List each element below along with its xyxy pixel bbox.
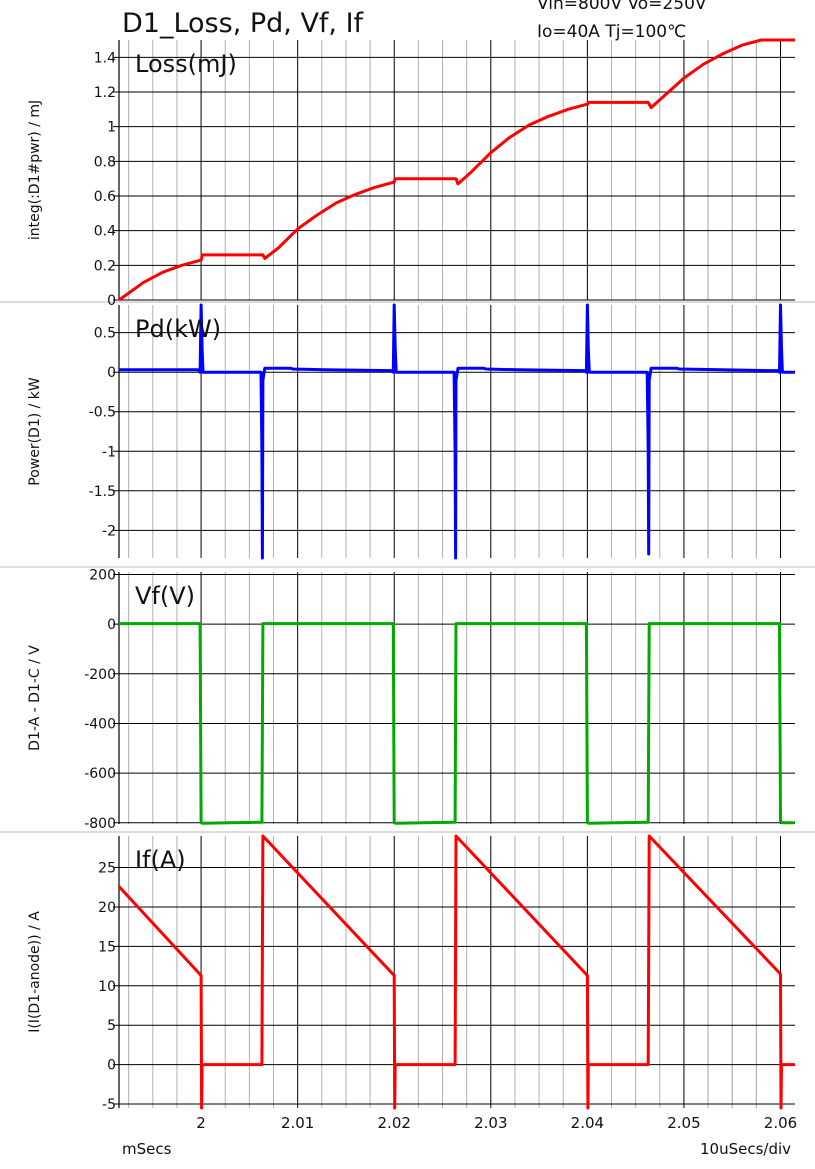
x-tick-label: 2: [196, 1114, 206, 1132]
y-tick-label: 0: [107, 1058, 116, 1074]
series-annotation-vf: Vf(V): [135, 582, 195, 610]
y-tick-label: -200: [84, 667, 116, 683]
y-tick-label: -0.5: [89, 405, 116, 421]
series-line-pd: [119, 303, 795, 560]
x-axis-unit-label: mSecs: [122, 1140, 172, 1158]
y-tick-label: -400: [84, 716, 116, 732]
y-tick-label: -800: [84, 816, 116, 832]
y-tick-label: 1.4: [94, 50, 116, 66]
x-tick-label: 2.06: [764, 1114, 797, 1132]
y-tick-label: 0: [107, 617, 116, 633]
y-tick-label: 0.2: [94, 258, 116, 274]
y-tick-label: 0.4: [94, 224, 116, 240]
x-axis-division-label: 10uSecs/div: [700, 1140, 792, 1158]
y-tick-label: 0.6: [94, 189, 116, 205]
series-line-if: [117, 834, 795, 1110]
y-axis-label: Power(D1) / kW: [27, 377, 43, 486]
y-tick-label: 0.5: [94, 326, 116, 342]
y-tick-label: 25: [98, 861, 116, 877]
x-tick-label: 2.01: [281, 1114, 314, 1132]
y-tick-label: 1.2: [94, 85, 116, 101]
y-axis-label: I(I(D1-anode)) / A: [27, 911, 43, 1033]
y-tick-label: 10: [98, 979, 116, 995]
y-tick-label: 0: [107, 293, 116, 309]
x-tick-label: 2.04: [571, 1114, 604, 1132]
y-tick-label: -1.5: [89, 484, 116, 500]
y-tick-label: 200: [89, 567, 116, 583]
y-tick-label: 15: [98, 939, 116, 955]
y-tick-label: 1: [107, 120, 116, 136]
y-axis-label: D1-A - D1-C / V: [27, 645, 43, 751]
y-tick-label: -1: [102, 444, 116, 460]
x-tick-label: 2.02: [378, 1114, 411, 1132]
x-tick-label: 2.05: [667, 1114, 700, 1132]
x-tick-label: 2.03: [474, 1114, 507, 1132]
figure-title: D1_Loss, Pd, Vf, If: [122, 8, 364, 39]
series-line-loss: [118, 38, 795, 302]
y-axis-label: integ(:D1#pwr) / mJ: [27, 100, 43, 240]
conditions-line-1: Vin=800V Vo=250V: [537, 0, 707, 14]
series-annotation-if: If(A): [135, 846, 186, 874]
series-annotation-pd: Pd(kW): [135, 315, 221, 343]
conditions-line-2: Io=40A Tj=100℃: [537, 22, 687, 42]
y-tick-label: 20: [98, 900, 116, 916]
y-tick-label: 0: [107, 365, 116, 381]
y-tick-label: -5: [102, 1097, 116, 1113]
y-tick-label: -2: [102, 523, 116, 539]
y-tick-label: -600: [84, 766, 116, 782]
y-tick-label: 5: [107, 1018, 116, 1034]
y-tick-label: 0.8: [94, 154, 116, 170]
series-annotation-loss: Loss(mJ): [135, 50, 237, 78]
series-line-vf: [119, 622, 795, 825]
